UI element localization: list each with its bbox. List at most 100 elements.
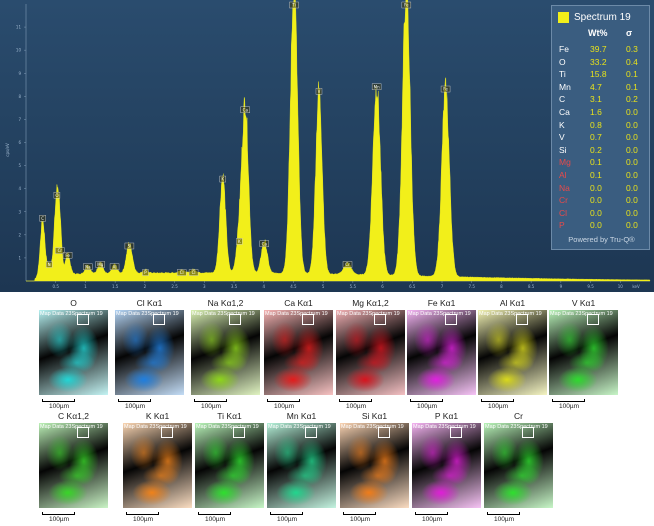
legend-wt-value: 4.7: [590, 81, 602, 92]
legend-sigma-value: 0.0: [626, 170, 638, 180]
legend-element: Ca: [559, 107, 570, 117]
peak-label-box: [83, 263, 93, 270]
element-map-image: Map Data 23Spectrum 19: [39, 310, 108, 395]
legend-element: Cr: [559, 195, 568, 206]
legend-element: Fe: [559, 44, 569, 54]
legend-wt-value: 0.1: [590, 170, 602, 180]
scale-bar-label: 100µm: [205, 516, 226, 523]
element-map-tile[interactable]: O Map Data 23Spectrum 19 100µm: [39, 298, 108, 413]
peak-label-box: [240, 106, 250, 114]
legend-element: C: [559, 94, 566, 105]
spectrum-chart: 1 2 3 4 5 6 7 8 9 10 11 0.5 1 1.5 2 2.5 3 3.5 4 4.5 5 5.5 6 6.5…: [0, 0, 654, 292]
peak-label-box: [236, 238, 243, 245]
scale-bar-label: 100µm: [488, 403, 509, 410]
spectrum-region-box: [153, 314, 165, 325]
scale-bar-label: 100µm: [346, 403, 367, 410]
peak-label: V: [318, 89, 321, 94]
scale-bar-label: 100µm: [559, 403, 580, 410]
legend-header: Spectrum 19: [558, 10, 631, 24]
x-tick-label: 3: [203, 284, 206, 289]
peak-label-box: [177, 269, 187, 276]
legend-wt-value: 0.0: [590, 207, 602, 218]
map-caption-data: Map Data 23: [192, 311, 224, 317]
map-caption: Map Data 23Spectrum 19: [268, 424, 331, 430]
element-map-tile[interactable]: Al Kα1 Map Data 23Spectrum 19 100µm: [478, 298, 547, 413]
legend-element: Na: [559, 182, 570, 193]
legend-element: Si: [559, 144, 567, 155]
legend-row: Mn 4.7 0.1: [552, 82, 651, 95]
element-map-tile[interactable]: Fe Kα1 Map Data 23Spectrum 19 100µm: [407, 298, 476, 413]
x-tick-label: 8.5: [528, 284, 535, 289]
map-caption: Map Data 23Spectrum 19: [485, 424, 548, 430]
map-element-label: Cr: [514, 411, 523, 421]
legend-wt-value: 0.1: [590, 157, 602, 168]
legend-sigma-value: 0.0: [626, 132, 638, 143]
x-axis-label: keV: [632, 284, 640, 289]
spectrum-region-box: [233, 427, 245, 438]
scale-bar-line: [126, 512, 159, 515]
legend-sigma-value: 0.0: [626, 207, 638, 218]
element-map-tile[interactable]: Na Kα1,2 Map Data 23Spectrum 19 100µm: [191, 298, 260, 413]
element-map-tile[interactable]: V Kα1 Map Data 23Spectrum 19 100µm: [549, 298, 618, 413]
map-caption-data: Map Data 23: [124, 424, 156, 430]
y-tick-label: 10: [16, 48, 22, 53]
legend-swatch: [558, 11, 569, 23]
scale-bar-label: 100µm: [125, 403, 146, 410]
x-tick-label: 9.5: [587, 284, 594, 289]
peak-label-box: [55, 247, 65, 254]
element-map-tile[interactable]: Cl Kα1 Map Data 23Spectrum 19 100µm: [115, 298, 184, 413]
element-map-image: Map Data 23Spectrum 19: [412, 423, 481, 508]
scale-bar-line: [267, 399, 300, 402]
peak-label-box: [401, 1, 412, 9]
x-tick-label: 4.5: [290, 284, 297, 289]
scale-bar-label: 100µm: [49, 516, 70, 523]
element-map-image: Map Data 23Spectrum 19: [484, 423, 553, 508]
scale-bar: 100µm: [39, 512, 108, 524]
element-map-image: Map Data 23Spectrum 19: [549, 310, 618, 395]
legend-element: K: [559, 119, 565, 130]
peak-label: P: [144, 270, 147, 275]
spectrum-region-box: [522, 427, 534, 438]
scale-bar-line: [42, 399, 75, 402]
legend-title: Spectrum 19: [574, 11, 631, 23]
scale-bar-line: [552, 399, 585, 402]
element-map-image: Map Data 23Spectrum 19: [39, 423, 108, 508]
scale-bar-line: [339, 399, 372, 402]
element-map-tile[interactable]: P Kα1 Map Data 23Spectrum 19 100µm: [412, 411, 481, 526]
y-tick-label: 11: [16, 25, 22, 30]
legend-row: Na 0.0 0.0: [552, 183, 651, 196]
element-map-tile[interactable]: Si Kα1 Map Data 23Spectrum 19 100µm: [340, 411, 409, 526]
spectrum-region-box: [305, 427, 317, 438]
element-map-tile[interactable]: C Kα1,2 Map Data 23Spectrum 19 100µm: [39, 411, 108, 526]
x-tick-label: 7: [441, 284, 444, 289]
peak-label-box: [39, 215, 46, 222]
peak-label: Fe: [404, 3, 409, 8]
element-map-tile[interactable]: K Kα1 Map Data 23Spectrum 19 100µm: [123, 411, 192, 526]
peak-label-box: [219, 175, 226, 183]
legend-element: Ti: [559, 69, 566, 80]
peak-label-box: [53, 192, 61, 199]
legend-row: Cr 0.0 0.0: [552, 195, 651, 208]
element-map-image: Map Data 23Spectrum 19: [336, 310, 405, 395]
peak-label: Na: [85, 264, 91, 269]
element-map-tile[interactable]: Ca Kα1 Map Data 23Spectrum 19 100µm: [264, 298, 333, 413]
spectrum-region-box: [302, 314, 314, 325]
peak-label: Mg: [97, 262, 103, 267]
y-axis-label: cps/eV: [5, 143, 10, 157]
legend-sigma-value: 0.0: [626, 220, 638, 231]
map-caption-data: Map Data 23: [116, 311, 148, 317]
element-map-tile[interactable]: Cr Map Data 23Spectrum 19 100µm: [484, 411, 553, 526]
peak-label-box: [342, 261, 353, 268]
element-map-tile[interactable]: Mg Kα1,2 Map Data 23Spectrum 19 100µm: [336, 298, 405, 413]
map-caption: Map Data 23Spectrum 19: [192, 311, 255, 317]
legend-row: V 0.7 0.0: [552, 132, 651, 145]
legend-wt-value: 15.8: [590, 69, 607, 80]
scale-bar: 100µm: [478, 399, 547, 411]
legend-wt-value: 0.0: [590, 220, 602, 231]
element-map-tile[interactable]: Ti Kα1 Map Data 23Spectrum 19 100µm: [195, 411, 264, 526]
map-caption-data: Map Data 23: [40, 311, 72, 317]
legend-sigma-value: 0.0: [626, 107, 638, 117]
map-caption: Map Data 23Spectrum 19: [116, 311, 179, 317]
legend-element: V: [559, 132, 565, 143]
element-map-tile[interactable]: Mn Kα1 Map Data 23Spectrum 19 100µm: [267, 411, 336, 526]
